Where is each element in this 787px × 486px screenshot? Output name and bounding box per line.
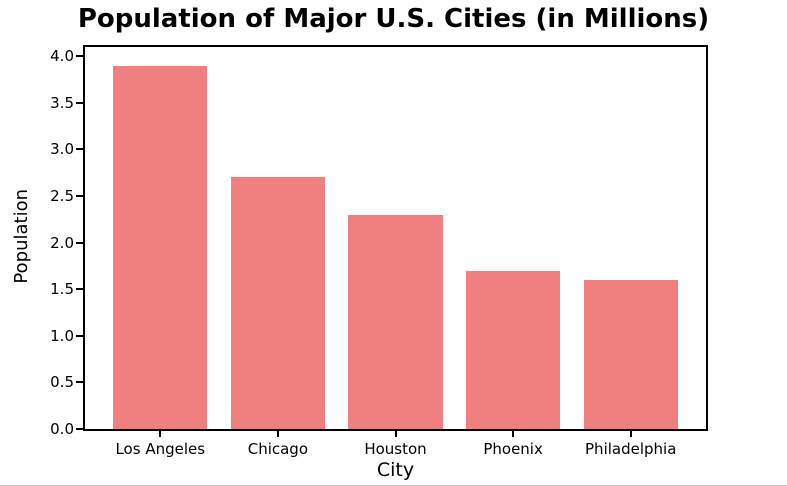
bar-houston: [348, 214, 443, 429]
y-tick-label: 0.5: [50, 373, 74, 392]
x-tick-label-chicago: Chicago: [247, 440, 309, 458]
y-tick-label: 2.5: [50, 187, 74, 206]
x-tick-mark: [629, 431, 632, 437]
y-tick-mark: [76, 101, 83, 104]
y-tick-label: 3.5: [50, 93, 74, 112]
x-tick-mark: [159, 431, 162, 437]
bar-los-angeles: [113, 65, 208, 429]
x-tick-label-phoenix: Phoenix: [483, 440, 543, 458]
plot-area: [83, 45, 708, 431]
x-tick-label-philadelphia: Philadelphia: [585, 440, 677, 458]
x-axis-label: City: [376, 459, 415, 481]
x-tick-mark: [276, 431, 279, 437]
x-tick-mark: [394, 431, 397, 437]
y-tick-label: 3.0: [50, 140, 74, 159]
y-tick-mark: [76, 195, 83, 198]
y-tick-mark: [76, 55, 83, 58]
y-tick-label: 1.5: [50, 280, 74, 299]
chart-title: Population of Major U.S. Cities (in Mill…: [77, 4, 710, 34]
bar-phoenix: [466, 270, 561, 429]
y-tick-mark: [76, 241, 83, 244]
y-tick-label: 0.0: [50, 420, 74, 438]
x-tick-label-houston: Houston: [364, 440, 427, 458]
y-tick-label: 2.0: [50, 233, 74, 252]
y-tick-mark: [76, 288, 83, 291]
x-tick-label-los-angeles: Los Angeles: [115, 440, 206, 458]
bar-philadelphia: [583, 279, 678, 429]
y-tick-mark: [76, 148, 83, 151]
x-tick-mark: [512, 431, 515, 437]
y-tick-label: 1.0: [50, 326, 74, 345]
y-tick-mark: [76, 334, 83, 337]
y-tick-mark: [76, 428, 83, 430]
y-tick-label: 4.0: [50, 47, 74, 66]
y-tick-mark: [76, 381, 83, 384]
bar-chicago: [230, 177, 325, 429]
